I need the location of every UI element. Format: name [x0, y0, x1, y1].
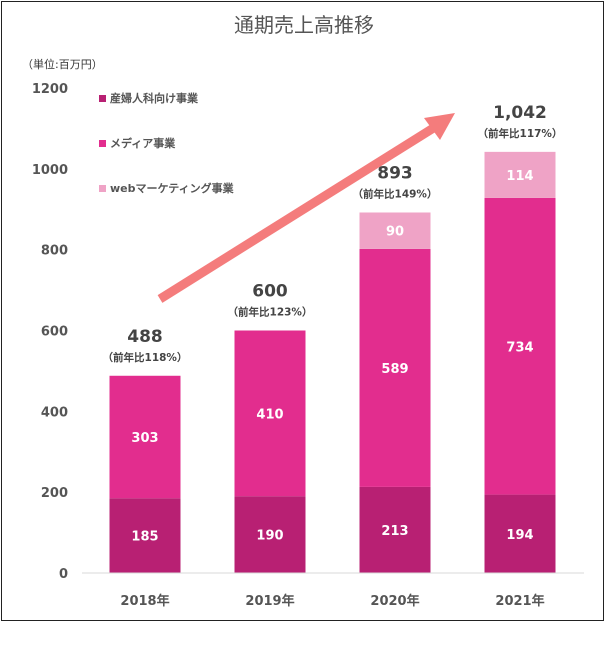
bar-segment: [359, 212, 431, 249]
total-label: 893: [377, 163, 413, 183]
segment-value-label: 190: [256, 529, 283, 544]
bar-segment: [484, 494, 556, 573]
arrow-head: [424, 113, 455, 140]
chart-title: 通期売上高推移: [234, 13, 374, 37]
segment-value-label: 194: [506, 528, 533, 543]
bar-segment: [484, 151, 556, 198]
legend-label: メディア事業: [110, 136, 176, 150]
bar-segment: [109, 375, 181, 499]
total-label: 1,042: [493, 103, 547, 123]
segment-value-label: 410: [256, 407, 283, 422]
y-tick-label: 1200: [32, 82, 68, 97]
bar-segment: [484, 197, 556, 495]
segment-value-label: 185: [131, 530, 158, 545]
y-tick-label: 800: [41, 244, 68, 259]
bar-segment: [234, 330, 306, 497]
total-label: 488: [127, 327, 163, 347]
bar-segment: [359, 486, 431, 573]
arrow-shaft: [157, 123, 438, 303]
legend-swatch: [99, 95, 106, 102]
segment-value-label: 303: [131, 431, 158, 446]
x-tick-label: 2021年: [495, 593, 544, 609]
y-tick-label: 0: [59, 567, 68, 582]
legend-label: webマーケティング事業: [110, 181, 235, 195]
yoy-label: （前年比118%）: [103, 351, 188, 364]
bar-segment: [359, 248, 431, 487]
x-tick-label: 2018年: [120, 593, 169, 609]
y-tick-label: 400: [41, 405, 68, 420]
segment-value-label: 90: [386, 225, 404, 240]
legend-swatch: [99, 140, 106, 147]
bar-segment: [109, 498, 181, 573]
segment-value-label: 734: [506, 340, 533, 355]
yoy-label: （前年比149%）: [353, 187, 438, 200]
segment-value-label: 114: [506, 169, 533, 184]
yoy-label: （前年比123%）: [228, 306, 313, 319]
legend-label: 産婦人科向け事業: [110, 91, 199, 105]
legend-swatch: [99, 185, 106, 192]
chart-frame: [1, 1, 604, 621]
growth-trend-arrow: [157, 113, 455, 303]
x-tick-label: 2020年: [370, 593, 419, 609]
yoy-label: （前年比117%）: [478, 127, 563, 140]
bar-segment: [234, 496, 306, 573]
segment-value-label: 589: [381, 362, 408, 377]
y-tick-label: 200: [41, 486, 68, 501]
y-tick-label: 600: [41, 325, 68, 340]
segment-value-label: 213: [381, 524, 408, 539]
total-label: 600: [252, 282, 288, 302]
x-tick-label: 2019年: [245, 593, 294, 609]
y-tick-label: 1000: [32, 163, 68, 178]
unit-label: （単位:百万円）: [22, 57, 103, 71]
